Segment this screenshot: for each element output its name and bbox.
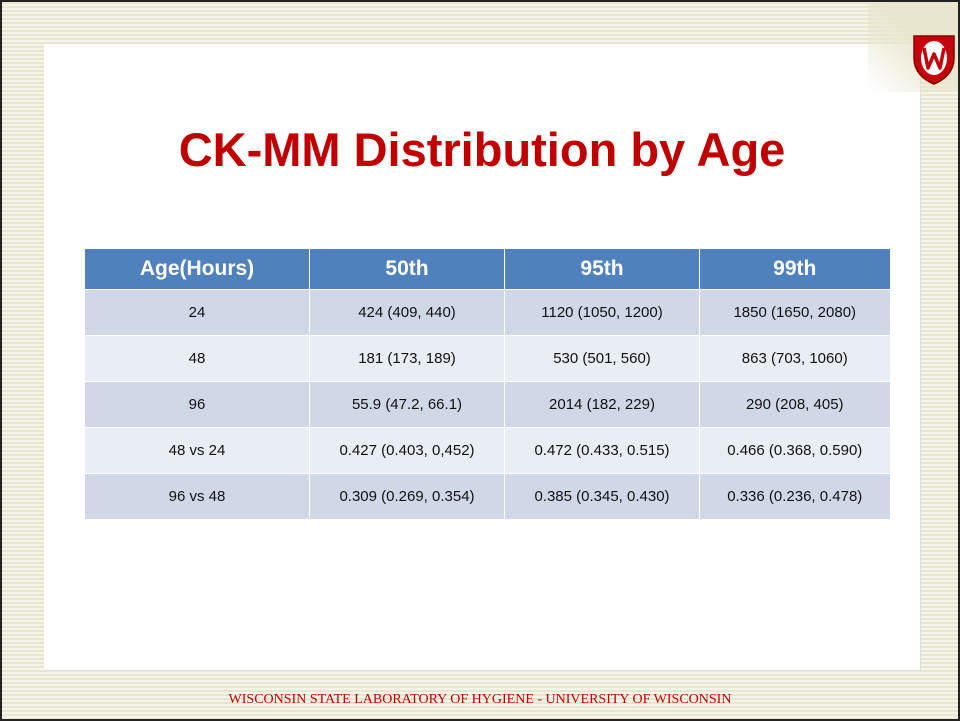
table-cell: 24 <box>84 289 310 336</box>
table-cell: 0.466 (0.368, 0.590) <box>699 427 890 474</box>
table-cell: 1850 (1650, 2080) <box>699 289 890 336</box>
header-cell: 95th <box>504 249 700 290</box>
table-cell: 181 (173, 189) <box>309 335 505 382</box>
header-cell: 99th <box>699 249 890 290</box>
table-row: 48 181 (173, 189) 530 (501, 560) 863 (703, … <box>84 335 890 382</box>
table-row: 96 55.9 (47.2, 66.1) 2014 (182, 229) 290 (2… <box>84 381 890 428</box>
table-cell: 48 vs 24 <box>84 427 310 474</box>
header-row: Age(Hours) 50th 95th 99th <box>84 249 890 290</box>
table-row: 48 vs 24 0.427 (0.403, 0,452) 0.472 (0.433… <box>84 427 890 474</box>
table-cell: 0.385 (0.345, 0.430) <box>504 473 700 519</box>
slide-title: CK-MM Distribution by Age <box>178 123 786 176</box>
table-cell: 530 (501, 560) <box>504 335 700 382</box>
table-cell: 0.472 (0.433, 0.515) <box>504 427 700 474</box>
table-cell: 2014 (182, 229) <box>504 381 700 428</box>
header-cell: Age(Hours) <box>84 249 310 290</box>
table-cell: 0.427 (0.403, 0,452) <box>309 427 505 474</box>
header-cell: 50th <box>309 249 505 290</box>
logo <box>913 35 955 85</box>
footer: WISCONSIN STATE LABORATORY OF HYGIENE - … <box>228 692 732 707</box>
table-cell: 0.309 (0.269, 0.354) <box>309 473 505 519</box>
table-cell: 290 (208, 405) <box>699 381 890 428</box>
table-cell: 96 vs 48 <box>84 473 310 519</box>
table-row: 96 vs 48 0.309 (0.269, 0.354) 0.385 (0.345… <box>84 473 890 519</box>
table-cell: 424 (409, 440) <box>309 289 505 336</box>
table-cell: 48 <box>84 335 310 382</box>
table-cell: 1120 (1050, 1200) <box>504 289 700 336</box>
table-cell: 96 <box>84 381 310 428</box>
table-cell: 863 (703, 1060) <box>699 335 890 382</box>
table-cell: 0.336 (0.236, 0.478) <box>699 473 890 519</box>
table-row: 24 424 (409, 440) 1120 (1050, 1200) 1850 (1… <box>84 289 890 336</box>
table-cell: 55.9 (47.2, 66.1) <box>309 381 505 428</box>
data-table: Age(Hours) 50th 95th 99th 24 424 (409, 440) 1… <box>84 249 890 519</box>
